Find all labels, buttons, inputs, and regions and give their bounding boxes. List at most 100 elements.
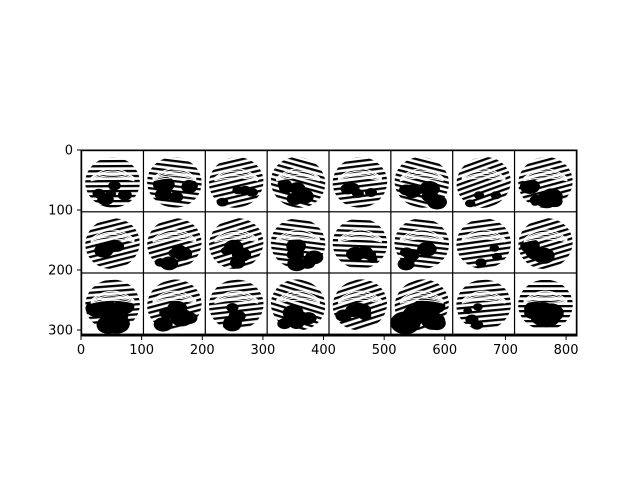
ridge-line xyxy=(461,231,506,241)
ridge-line xyxy=(90,231,135,241)
ink-smudge xyxy=(226,303,239,313)
ridge-line xyxy=(337,295,383,303)
ridge-line xyxy=(214,290,259,301)
ink-smudge xyxy=(390,311,421,335)
ridge-line xyxy=(399,170,444,180)
ridge-line xyxy=(461,295,506,303)
ink-smudge xyxy=(473,191,485,200)
ridge-line xyxy=(276,177,321,182)
ridge-line xyxy=(214,170,259,180)
ridge-line xyxy=(399,175,444,181)
y-tick-label: 100 xyxy=(48,204,73,219)
y-tick-label: 300 xyxy=(48,324,73,339)
ridge-line xyxy=(90,234,135,242)
ink-smudge xyxy=(525,247,540,258)
ink-smudge xyxy=(367,255,378,263)
ink-smudge xyxy=(294,189,314,204)
ink-smudge xyxy=(154,258,167,267)
ridge-line xyxy=(523,290,568,301)
fingerprint-tile xyxy=(144,151,205,212)
fingerprint-tile xyxy=(82,212,143,273)
fingerprint-tile xyxy=(205,273,267,334)
ink-smudge xyxy=(403,184,422,198)
ridge-line xyxy=(214,172,259,180)
fingerprint-tile xyxy=(391,212,453,273)
ridge-line xyxy=(152,231,197,241)
ridge-line xyxy=(214,175,259,181)
ink-smudge xyxy=(92,188,105,199)
ridge-line xyxy=(214,295,259,303)
fingerprint-tile xyxy=(82,273,143,334)
fingerprint-tile xyxy=(267,212,329,273)
ridge-line xyxy=(523,297,568,303)
ridge-line xyxy=(399,292,444,302)
fingerprint-tile xyxy=(515,212,576,273)
x-tick-label: 400 xyxy=(311,343,336,358)
ridge-line xyxy=(337,231,383,241)
x-tick-label: 200 xyxy=(190,343,215,358)
ridge-line xyxy=(461,168,506,179)
ridge-line xyxy=(399,168,444,179)
ridge-line xyxy=(523,168,568,179)
ridge-line xyxy=(399,234,444,242)
fingerprint-tile xyxy=(453,151,514,212)
ridge-line xyxy=(90,299,135,304)
ink-smudge xyxy=(286,238,306,254)
ridge-line xyxy=(214,236,259,242)
fingerprint-tile xyxy=(453,212,514,273)
ridge-line xyxy=(275,290,321,301)
fingerprint-tile xyxy=(267,273,329,334)
ink-smudge xyxy=(231,247,252,262)
ridge-line xyxy=(275,229,321,240)
fingerprint-tile xyxy=(453,273,514,334)
ridge-line xyxy=(461,172,506,180)
fingerprint-tile xyxy=(205,151,267,212)
ink-smudge xyxy=(108,181,121,191)
ridge-line xyxy=(523,170,568,180)
ridge-line xyxy=(337,299,382,304)
ink-smudge xyxy=(475,258,487,267)
ink-smudge xyxy=(346,246,366,262)
ridge-line xyxy=(90,172,135,180)
ridge-line xyxy=(461,292,506,302)
ridge-line xyxy=(399,236,444,242)
ink-smudge xyxy=(101,301,118,314)
ink-smudge xyxy=(335,309,352,322)
ridge-line xyxy=(461,234,506,242)
fingerprint-tile xyxy=(390,273,453,335)
ridge-line xyxy=(214,229,259,240)
ridge-line xyxy=(399,299,444,304)
ridge-line xyxy=(523,238,568,243)
ridge-line xyxy=(152,177,197,182)
ink-smudge xyxy=(304,250,324,265)
ridge-line xyxy=(399,177,444,182)
ridge-line xyxy=(90,295,135,303)
ridge-line xyxy=(275,172,321,180)
ink-smudge xyxy=(181,312,198,324)
ridge-line xyxy=(399,295,444,303)
ridge-line xyxy=(152,299,197,304)
ink-smudge xyxy=(300,312,317,325)
ridge-line xyxy=(152,168,197,179)
ink-smudge xyxy=(465,199,476,208)
ink-smudge xyxy=(473,303,483,311)
ridge-line xyxy=(276,175,321,181)
ridge-line xyxy=(90,177,135,182)
ridge-line xyxy=(152,290,197,301)
ink-smudge xyxy=(463,307,473,315)
ridge-line xyxy=(337,234,383,242)
ridge-line xyxy=(337,170,383,180)
ridge-line xyxy=(461,297,506,303)
ridge-line xyxy=(337,297,382,303)
ridge-line xyxy=(90,297,135,303)
fingerprint-tile xyxy=(329,273,391,334)
ridge-line xyxy=(275,292,321,302)
ridge-line xyxy=(214,231,259,241)
ridge-line xyxy=(275,234,321,242)
ink-smudge xyxy=(492,252,502,261)
fingerprint-tile xyxy=(82,151,143,212)
ink-smudge xyxy=(524,180,537,190)
ink-smudge xyxy=(181,181,198,194)
ridge-line xyxy=(461,175,506,181)
ridge-line xyxy=(523,236,568,242)
